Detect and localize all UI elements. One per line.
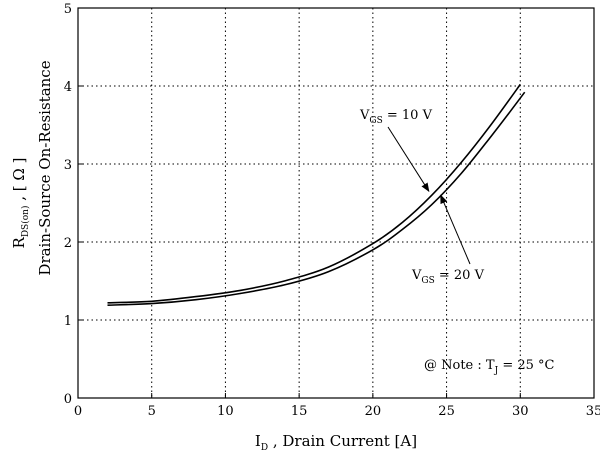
y-tick-label: 2 [64, 236, 72, 251]
arrow-vgs-20v [440, 194, 471, 265]
series-group [107, 83, 526, 306]
note-tj-25c: @ Note : TJ = 25 °C [424, 358, 555, 376]
y-axis-title: RDS(on) , [ Ω ] [10, 158, 31, 249]
x-tick-label: 30 [512, 404, 529, 419]
series-line-vgs-20v [107, 91, 526, 306]
plot-frame [77, 7, 595, 399]
ticks: 0 5 10 15 20 25 30 35 0 1 2 3 4 5 [64, 2, 600, 419]
x-tick-label: 5 [148, 404, 156, 419]
arrow-vgs-10v [387, 126, 430, 193]
y-tick-label: 1 [64, 314, 72, 329]
y-tick-label: 4 [64, 80, 72, 95]
x-tick-label: 10 [217, 404, 234, 419]
x-tick-label: 0 [74, 404, 82, 419]
x-tick-label: 25 [438, 404, 455, 419]
y-tick-label: 0 [64, 392, 72, 407]
x-tick-label: 20 [365, 404, 382, 419]
y-tick-label: 3 [64, 158, 72, 173]
x-tick-label: 35 [586, 404, 600, 419]
y-axis-title-line2: Drain-Source On-Resistance [36, 60, 54, 275]
series-line-vgs-10v [107, 83, 521, 304]
x-tick-label: 15 [291, 404, 308, 419]
annotation-vgs-20v: VGS = 20 V [411, 268, 485, 286]
annotation-vgs-10v: VGS = 10 V [359, 108, 433, 126]
y-tick-label: 5 [64, 2, 72, 17]
x-axis-title: ID , Drain Current [A] [255, 432, 417, 453]
grid [78, 8, 594, 398]
